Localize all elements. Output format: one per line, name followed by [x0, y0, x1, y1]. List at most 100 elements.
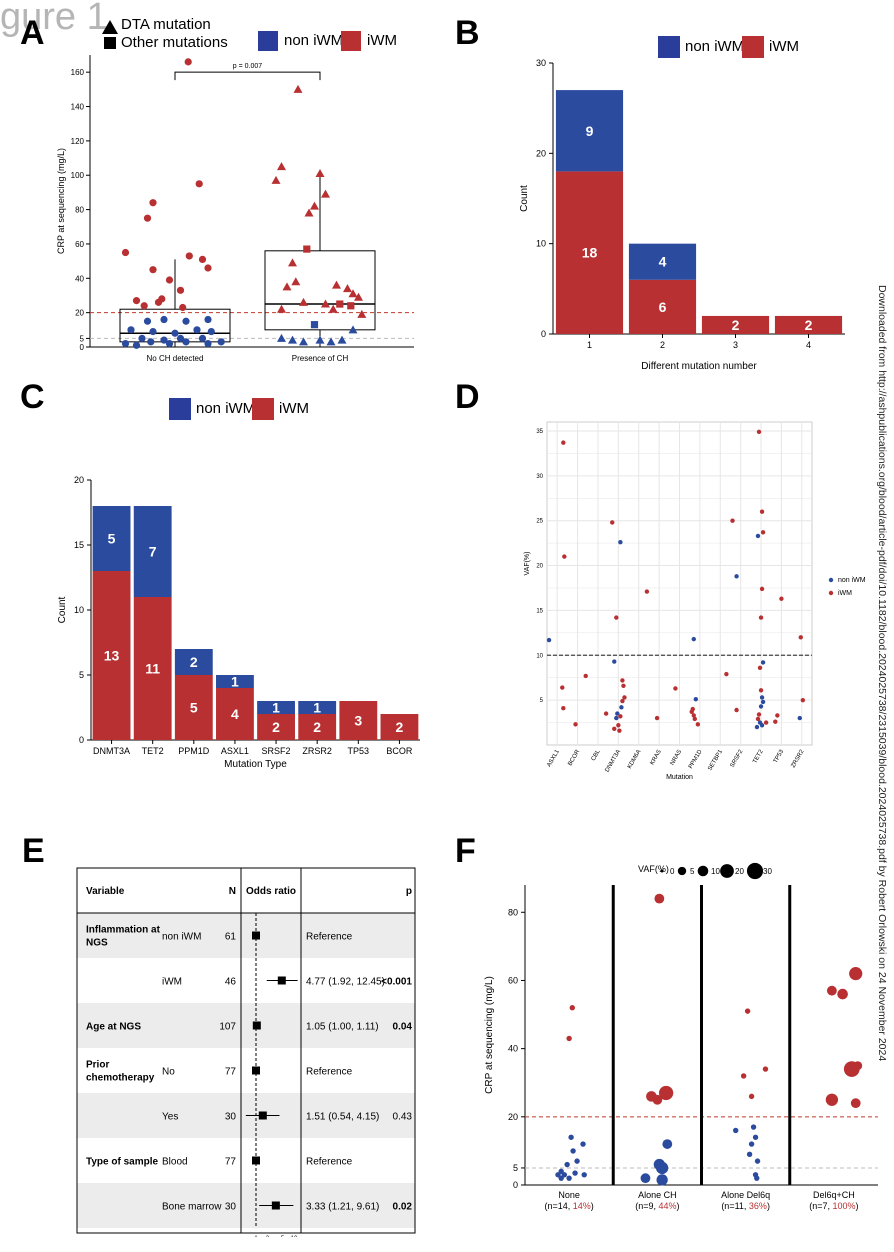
vaf-size-key — [746, 862, 764, 880]
x-tick-label: CBL — [591, 748, 602, 762]
group-close: ) — [767, 1201, 770, 1211]
data-point — [750, 1124, 757, 1130]
header-odds-ratio: Odds ratio — [246, 886, 296, 897]
data-point — [691, 713, 696, 718]
data-point — [754, 1175, 760, 1181]
odds-ratio-marker — [252, 1021, 261, 1030]
download-watermark: Downloaded from http://ashpublications.o… — [876, 285, 888, 1061]
vaf-legend-title: VAF(%) — [638, 864, 669, 874]
data-point — [825, 1093, 839, 1106]
data-point — [182, 317, 190, 325]
bar-value-label: 18 — [582, 245, 598, 261]
data-point — [580, 1141, 586, 1147]
data-point — [277, 333, 286, 342]
estimate-text: Reference — [306, 1067, 353, 1078]
x-tick-label: SETBP1 — [707, 748, 724, 772]
data-point — [165, 276, 174, 284]
group-count: (n=7, 100%) — [809, 1201, 858, 1211]
data-point — [132, 341, 141, 349]
y-tick-label: 40 — [75, 274, 84, 283]
iwm-legend-label-c: iWM — [279, 400, 309, 417]
group-n: (n=7, — [809, 1201, 832, 1211]
y-tick-label: 0 — [541, 329, 546, 339]
data-point — [755, 533, 761, 539]
x-tick-label: ASXL1 — [221, 746, 249, 756]
forest-axis-tick: 2 — [266, 1236, 270, 1237]
vaf-size-label: 0 — [670, 867, 675, 876]
estimate-text: 4.77 (1.92, 12.45) — [306, 977, 385, 988]
data-point — [760, 530, 766, 535]
data-point — [837, 988, 848, 1000]
y-axis-title: CRP at sequencing (mg/L) — [484, 976, 495, 1094]
bar-segment-iwm — [174, 675, 213, 740]
data-point — [204, 339, 212, 348]
group-close: ) — [677, 1201, 680, 1211]
bar-segment-non-iwm — [174, 649, 213, 675]
y-tick-label: 5 — [79, 670, 84, 680]
data-point — [640, 1173, 651, 1184]
group-count: (n=9, 44%) — [635, 1201, 679, 1211]
group-pct: 14% — [573, 1201, 591, 1211]
data-point — [620, 678, 625, 683]
data-point — [195, 180, 203, 188]
non-iwm-legend-label-c: non iWM — [196, 400, 256, 417]
data-point — [207, 327, 215, 336]
data-point — [724, 671, 729, 677]
data-point — [303, 245, 311, 253]
data-point — [310, 201, 319, 210]
y-tick-label: 15 — [536, 608, 543, 614]
data-point — [732, 1127, 739, 1134]
x-tick-label: TP53 — [773, 748, 786, 764]
y-tick-label: 80 — [75, 206, 84, 215]
n-value: 77 — [225, 1067, 237, 1078]
level-label: non iWM — [162, 932, 201, 943]
data-point — [614, 715, 619, 721]
vaf-size-label: 20 — [735, 867, 744, 876]
data-point — [198, 334, 207, 343]
non-iwm-legend-label: non iWM — [284, 32, 344, 49]
x-axis-title: Different mutation number — [641, 361, 757, 372]
data-point — [291, 277, 301, 286]
data-point — [756, 712, 762, 717]
bar-segment-non-iwm — [92, 506, 131, 571]
iwm-swatch-c — [252, 398, 274, 420]
data-point — [288, 258, 297, 267]
group-count: (n=11, 36%) — [721, 1201, 770, 1211]
y-tick-label: 140 — [71, 103, 85, 112]
bar-value-label: 4 — [231, 706, 239, 722]
data-point — [132, 297, 141, 305]
bar-value-label: 2 — [313, 719, 321, 735]
data-point — [337, 335, 347, 344]
y-axis-title: Count — [57, 596, 68, 623]
data-point — [149, 266, 157, 274]
data-point — [160, 336, 168, 344]
data-point — [562, 554, 567, 559]
data-point — [204, 315, 212, 324]
data-point — [121, 248, 130, 257]
y-tick-label: 35 — [536, 429, 543, 435]
y-tick-label: 10 — [74, 605, 84, 615]
data-point — [288, 335, 297, 344]
y-tick-label: 0 — [79, 735, 84, 745]
x-tick-label: DNMT3A — [93, 746, 130, 756]
legend-iwm-label: iWM — [838, 590, 852, 597]
other-legend-label: Other mutations — [121, 34, 228, 51]
x-tick-label: KRAS — [649, 749, 662, 766]
p-value: 0.04 — [393, 1022, 413, 1033]
data-point — [293, 84, 303, 93]
data-point — [612, 659, 617, 664]
non-iwm-legend-label-b: non iWM — [685, 38, 745, 55]
p-value-annotation: p = 0.007 — [233, 63, 262, 70]
group-close: ) — [591, 1201, 594, 1211]
data-point — [615, 711, 620, 716]
data-point — [656, 1174, 668, 1186]
data-point — [558, 1175, 564, 1181]
bar-value-label: 2 — [805, 317, 813, 333]
x-tick-label: BCOR — [386, 746, 413, 756]
data-point — [176, 334, 185, 343]
bar-value-label: 2 — [190, 654, 198, 670]
data-point — [277, 162, 286, 171]
panel-b-bar-chart: 0 10 20 30 Count Different mutation number 1 18… — [519, 58, 845, 372]
data-point — [179, 303, 187, 312]
x-axis-title: Mutation — [666, 774, 693, 780]
